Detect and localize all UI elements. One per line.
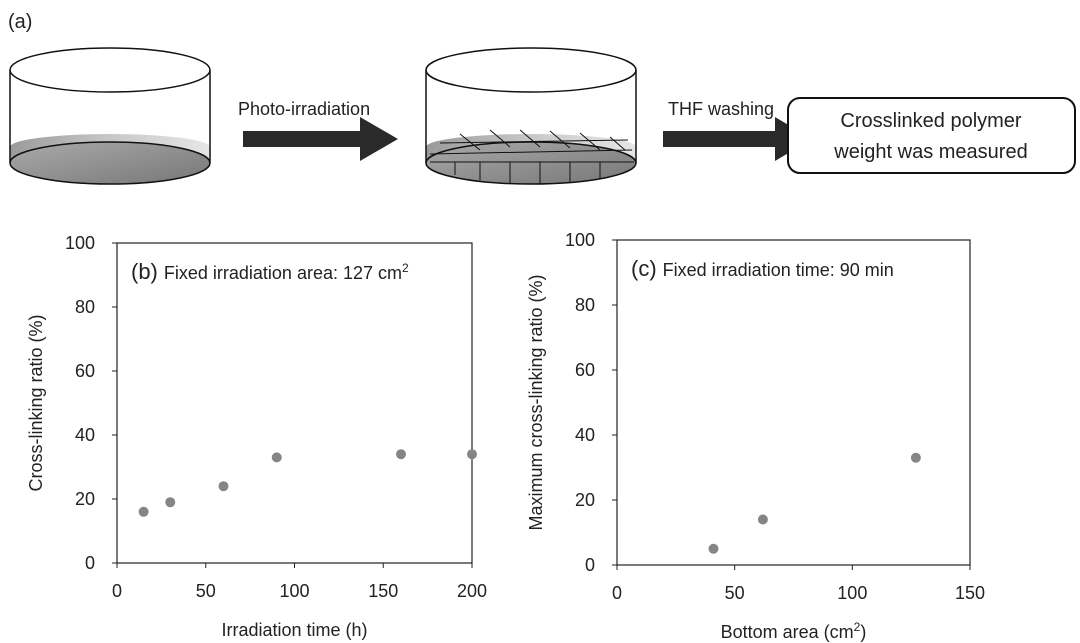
result-text: weight was measured: [833, 141, 1027, 163]
y-tick-label: 60: [575, 360, 595, 380]
point: [271, 452, 282, 463]
dish-before: [9, 47, 211, 185]
annotation: (c) Fixed irradiation time: 90 min: [631, 256, 894, 281]
plot-frame: [116, 242, 473, 564]
plot-frame: [616, 239, 971, 566]
point: [165, 497, 176, 508]
y-tick-label: 0: [85, 553, 95, 573]
result-text: Crosslinked polymer: [840, 110, 1022, 132]
point: [708, 543, 719, 554]
panel-label: (a): [8, 11, 32, 33]
x-tick-label: 50: [196, 581, 216, 601]
step-label: THF washing: [668, 99, 774, 119]
y-tick-label: 100: [565, 230, 595, 250]
text-part: 2: [854, 620, 861, 634]
y-tick-label: 40: [575, 425, 595, 445]
step-label: Photo-irradiation: [238, 99, 370, 119]
point: [467, 449, 477, 460]
dish-after: [425, 47, 637, 185]
result-box: [787, 97, 1076, 174]
point: [138, 506, 149, 517]
text-part: (b): [131, 259, 158, 284]
x-tick-label: 100: [837, 583, 867, 603]
text-part: Fixed irradiation area: 127 cm: [164, 263, 402, 283]
y-tick-label: 20: [575, 490, 595, 510]
x-axis-label: Irradiation time (h): [221, 620, 367, 640]
text-part: ): [860, 622, 866, 642]
y-tick-label: 60: [75, 361, 95, 381]
point: [218, 481, 229, 492]
x-tick-label: 150: [368, 581, 398, 601]
y-tick-label: 0: [585, 555, 595, 575]
point: [396, 449, 406, 460]
y-tick-label: 100: [65, 233, 95, 253]
text-part: Bottom area (cm: [721, 622, 854, 642]
text-part: Irradiation time (h): [221, 620, 367, 640]
x-tick-label: 0: [612, 583, 622, 603]
y-tick-label: 20: [75, 489, 95, 509]
y-tick-label: 40: [75, 425, 95, 445]
x-axis-label: Bottom area (cm2): [721, 620, 867, 642]
point: [910, 452, 921, 463]
x-tick-label: 0: [112, 581, 122, 601]
y-axis-label: Maximum cross-linking ratio (%): [526, 274, 546, 530]
point: [757, 514, 768, 525]
text-part: (c): [631, 256, 657, 281]
annotation: (b) Fixed irradiation area: 127 cm2: [131, 259, 409, 284]
x-tick-label: 100: [279, 581, 309, 601]
x-tick-label: 50: [725, 583, 745, 603]
text-part: Fixed irradiation time: 90 min: [663, 260, 894, 280]
x-tick-label: 200: [457, 581, 487, 601]
y-tick-label: 80: [575, 295, 595, 315]
text-part: 2: [402, 261, 409, 275]
arrow: [243, 117, 398, 161]
y-tick-label: 80: [75, 297, 95, 317]
y-axis-label: Cross-linking ratio (%): [26, 314, 46, 491]
x-tick-label: 150: [955, 583, 985, 603]
